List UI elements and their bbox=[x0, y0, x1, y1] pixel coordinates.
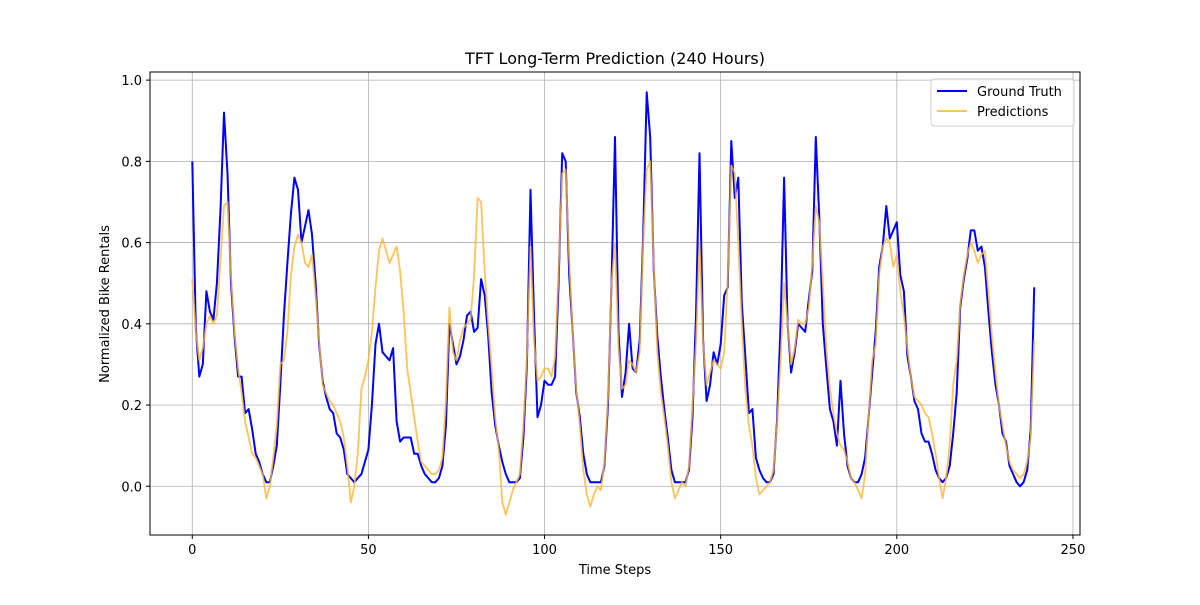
y-tick-label: 0.4 bbox=[121, 318, 142, 333]
x-tick-label: 150 bbox=[708, 543, 733, 558]
x-axis-ticks: 0 50 100 150 200 250 bbox=[188, 535, 1085, 558]
x-tick-label: 50 bbox=[360, 543, 377, 558]
x-tick-label: 250 bbox=[1061, 543, 1086, 558]
predictions-line bbox=[191, 160, 1036, 516]
plot-frame bbox=[149, 71, 1081, 536]
chart-title: TFT Long-Term Prediction (240 Hours) bbox=[464, 49, 765, 68]
legend-label-predictions: Predictions bbox=[977, 105, 1049, 120]
ground-truth-line bbox=[191, 91, 1036, 488]
x-tick-label: 200 bbox=[884, 543, 909, 558]
y-tick-label: 0.2 bbox=[121, 399, 142, 414]
y-axis-label: Normalized Bike Rentals bbox=[98, 225, 113, 383]
x-axis-label: Time Steps bbox=[578, 563, 652, 578]
y-tick-label: 1.0 bbox=[121, 74, 142, 89]
series-lines bbox=[191, 91, 1036, 516]
x-tick-label: 0 bbox=[188, 543, 196, 558]
y-tick-label: 0.6 bbox=[121, 237, 142, 252]
legend: Ground Truth Predictions bbox=[930, 78, 1075, 127]
y-tick-label: 0.8 bbox=[121, 155, 142, 170]
x-tick-label: 100 bbox=[532, 543, 557, 558]
y-tick-label: 0.0 bbox=[121, 480, 142, 495]
legend-label-ground-truth: Ground Truth bbox=[977, 85, 1062, 100]
y-axis-ticks: 0.0 0.2 0.4 0.6 0.8 1.0 bbox=[121, 74, 150, 495]
